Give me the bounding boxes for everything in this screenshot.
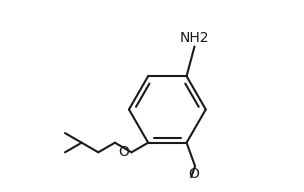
- Text: O: O: [189, 167, 199, 181]
- Text: O: O: [119, 145, 130, 159]
- Text: NH2: NH2: [180, 31, 209, 45]
